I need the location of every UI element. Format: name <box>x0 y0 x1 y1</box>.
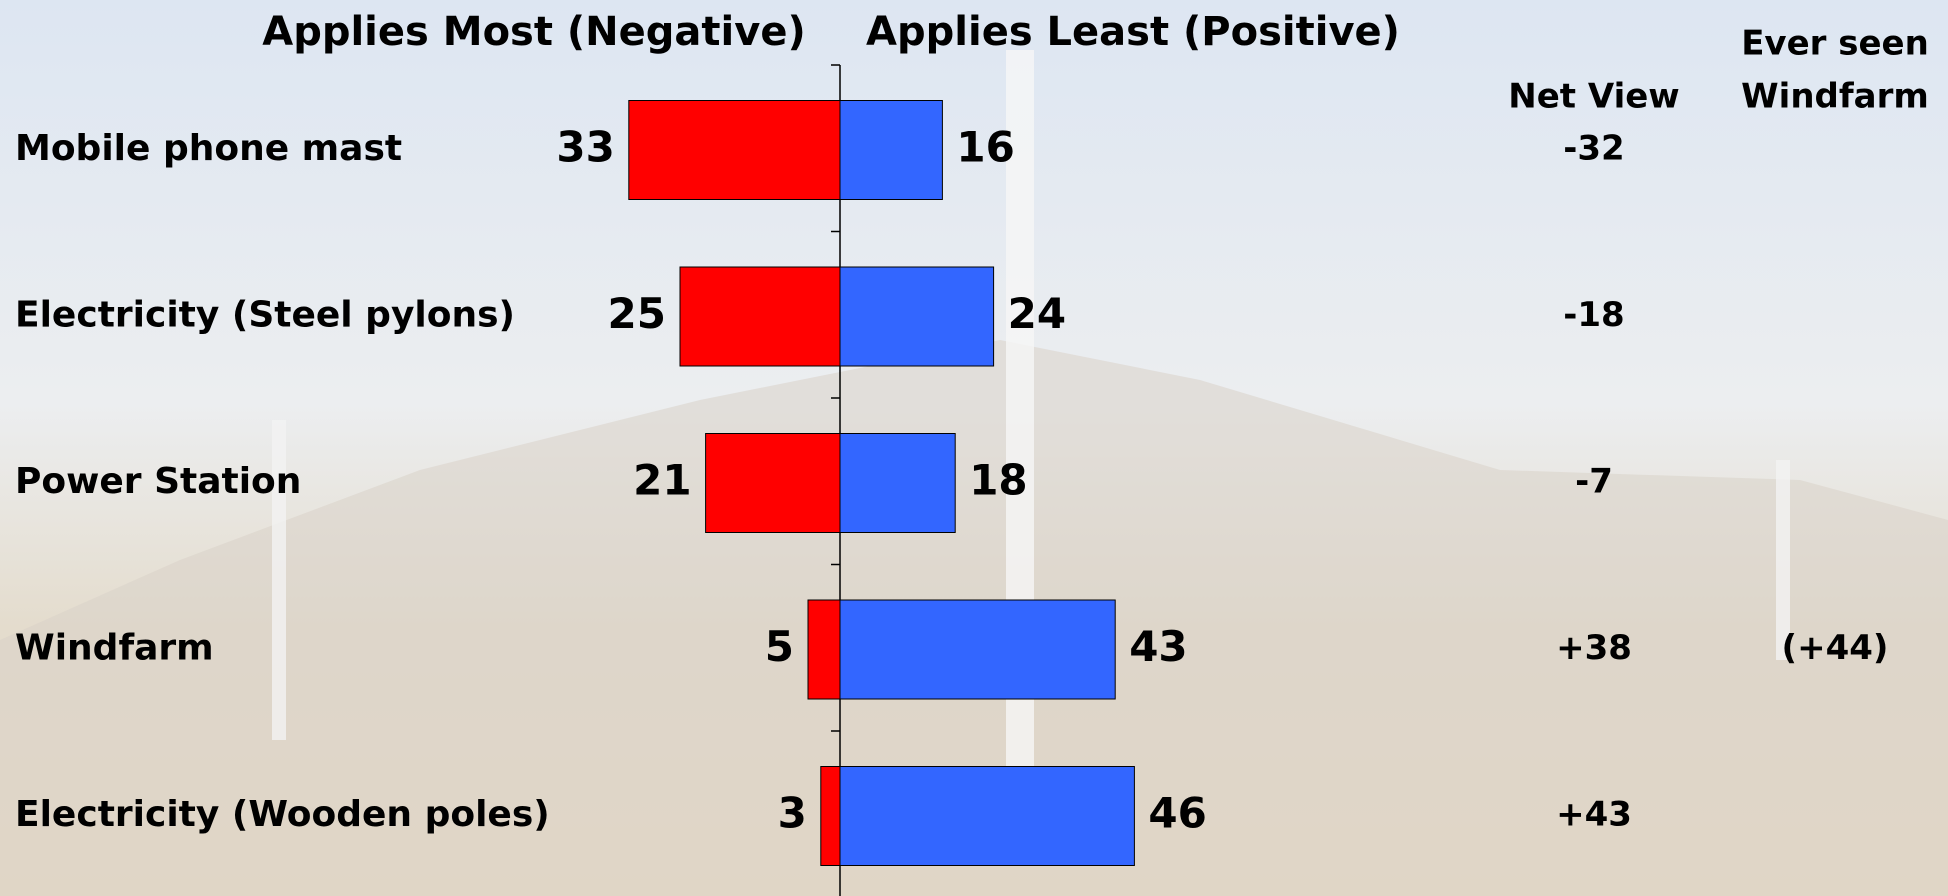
net-view: -18 <box>1563 295 1624 335</box>
net-view: +43 <box>1556 795 1632 835</box>
value-label: 46 <box>1148 789 1206 838</box>
series-title: Applies Least (Positive) <box>866 9 1400 55</box>
category-label: Mobile phone mast <box>15 128 402 169</box>
negative-bar <box>820 766 841 866</box>
column-header: Net View <box>1508 77 1679 117</box>
value-label: 43 <box>1129 622 1187 671</box>
value-label: 25 <box>608 289 666 338</box>
net-view: +38 <box>1556 628 1632 668</box>
positive-bar <box>839 599 1116 700</box>
ever-seen-value: (+44) <box>1782 628 1889 668</box>
value-label: 16 <box>956 123 1014 172</box>
value-label: 24 <box>1008 289 1066 338</box>
negative-bar <box>628 100 841 200</box>
category-label: Electricity (Steel pylons) <box>15 295 515 336</box>
net-view: -7 <box>1575 462 1613 502</box>
column-header: Windfarm <box>1741 77 1929 117</box>
positive-bar <box>839 433 956 533</box>
series-title: Applies Most (Negative) <box>262 9 805 55</box>
negative-bar <box>807 599 841 700</box>
value-label: 5 <box>765 622 794 671</box>
positive-bar <box>839 100 943 200</box>
column-header: Ever seen <box>1741 24 1929 64</box>
category-label: Windfarm <box>15 628 214 669</box>
negative-bar <box>679 266 841 367</box>
category-label: Power Station <box>15 461 301 502</box>
category-label: Electricity (Wooden poles) <box>15 794 550 835</box>
value-label: 3 <box>778 789 807 838</box>
positive-bar <box>839 266 995 367</box>
value-label: 21 <box>633 456 691 505</box>
positive-bar <box>839 766 1135 866</box>
net-view: -32 <box>1563 129 1624 169</box>
turbine-tower <box>1776 460 1790 660</box>
negative-bar <box>705 433 841 533</box>
value-label: 33 <box>556 123 614 172</box>
value-label: 18 <box>969 456 1027 505</box>
turbine-tower <box>272 420 286 740</box>
